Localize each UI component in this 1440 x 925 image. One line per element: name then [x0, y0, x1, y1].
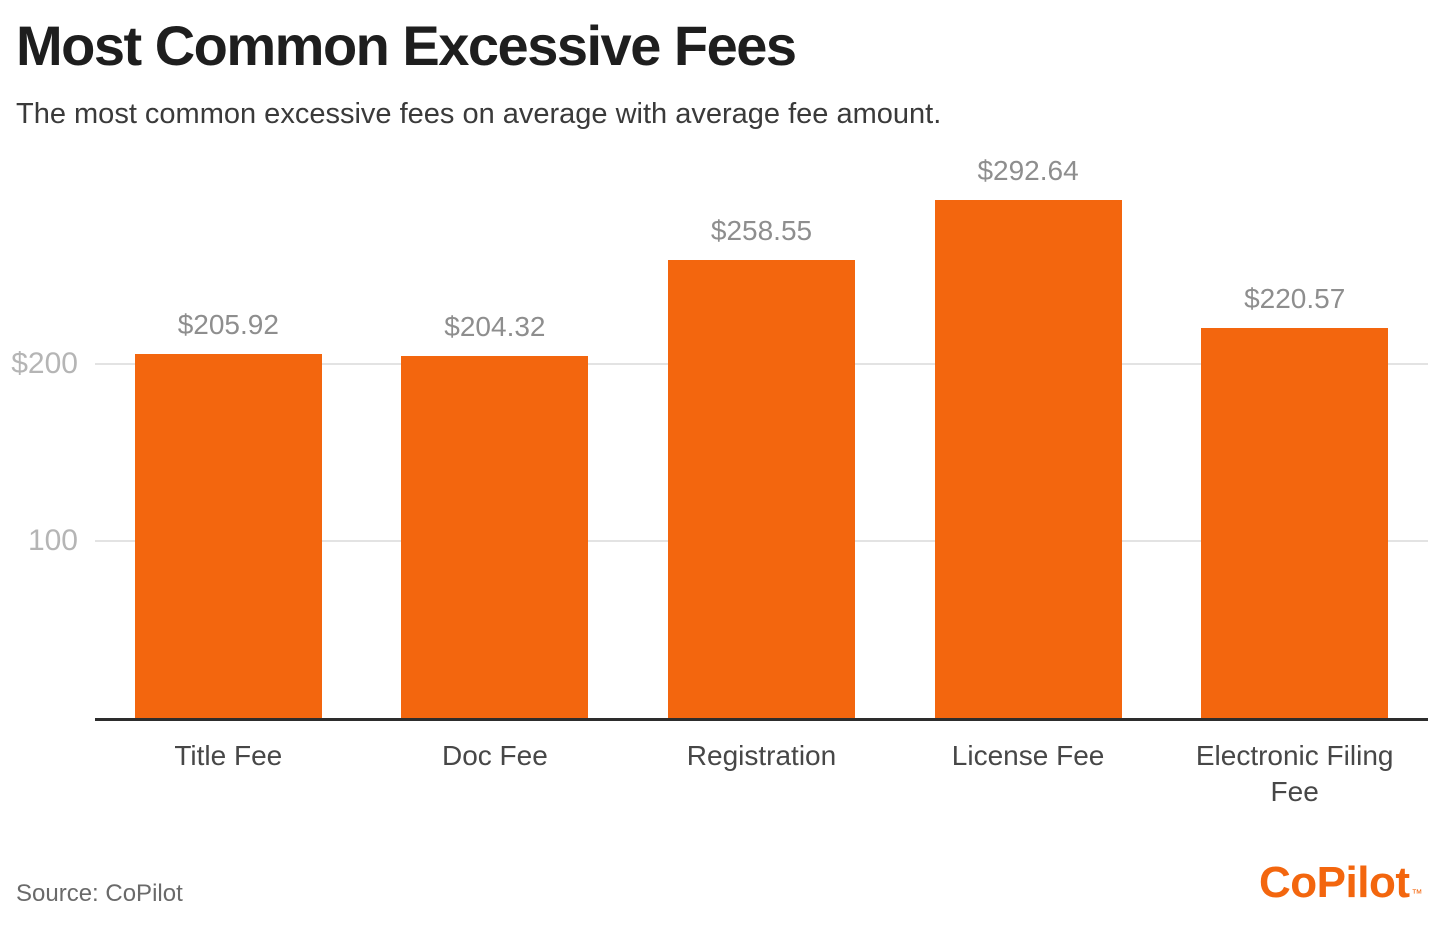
y-tick-label-200: $200 — [11, 347, 78, 381]
bar-doc-fee — [401, 356, 589, 718]
x-axis-label-registration: Registration — [686, 740, 837, 771]
bar-value-label: $292.64 — [977, 155, 1079, 187]
source-note: Source: CoPilot — [16, 880, 183, 907]
infographic-page: { "header": { "title": "Most Common Exce… — [0, 14, 1440, 925]
bar-value-label: $258.55 — [710, 215, 813, 247]
bar-title-fee — [134, 353, 322, 718]
x-axis-label-title-fee: Title Fee — [174, 740, 283, 771]
bar-value-label: $204.32 — [444, 311, 546, 343]
bar-chart: $200 100 $205.92 $204.32 $258.55 $292.64 $220.… — [11, 141, 1428, 721]
x-axis-label-doc-fee: Doc Fee — [441, 740, 548, 771]
trademark-symbol: ™ — [1411, 888, 1423, 900]
plot-area: $200 100 $205.92 $204.32 $258.55 $292.64 $220.… — [11, 141, 1428, 718]
bar-group: $258.55 — [628, 141, 895, 718]
copilot-logo-text: CoPilot — [1259, 858, 1410, 907]
bar-group: $205.92 — [95, 141, 362, 718]
x-axis-label-electronic-filing-fee: Electronic Filing Fee — [1195, 740, 1394, 807]
y-tick-label-100: 100 — [27, 524, 78, 558]
x-axis-label-license-fee: License Fee — [951, 740, 1105, 771]
bar-group: $204.32 — [362, 141, 629, 718]
x-axis-labels: Title Fee Doc Fee Registration License Fee E… — [95, 721, 1428, 810]
copilot-logo: CoPilot ™ — [1259, 858, 1422, 919]
bar-group: $220.57 — [1161, 141, 1428, 718]
bar-group: $292.64 — [895, 141, 1162, 718]
bar-value-label: $220.57 — [1244, 282, 1346, 314]
bar-value-label: $205.92 — [177, 308, 279, 340]
bar-license-fee — [934, 200, 1122, 718]
bar-registration — [667, 260, 856, 718]
bars-container: $205.92 $204.32 $258.55 $292.64 $220.57 — [95, 141, 1428, 718]
page-title: Most Common Excessive Fees — [16, 14, 797, 77]
bar-electronic-filing-fee — [1201, 327, 1389, 718]
page-subtitle: The most common excessive fees on averag… — [16, 98, 942, 130]
